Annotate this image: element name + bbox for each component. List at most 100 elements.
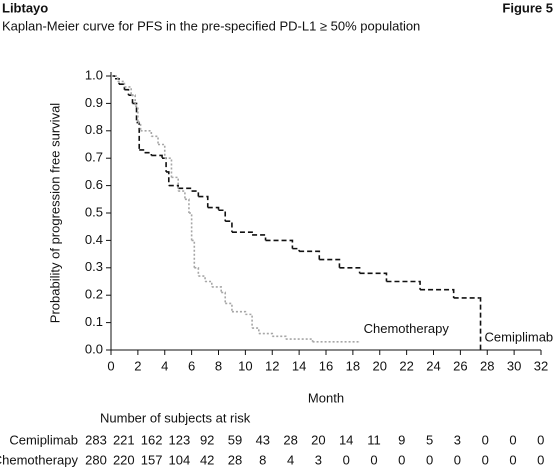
risk-count: 42	[200, 452, 214, 467]
x-axis-label: Month	[308, 390, 344, 405]
km-step	[252, 327, 260, 334]
km-step	[132, 102, 138, 123]
km-step	[205, 280, 213, 287]
km-step	[184, 198, 190, 213]
km-step	[479, 297, 482, 350]
risk-count: 3	[454, 432, 461, 447]
x-tick-label: 18	[346, 358, 360, 373]
km-step	[140, 130, 153, 137]
km-step	[164, 157, 173, 178]
y-tick-label: 0.3	[85, 259, 103, 274]
risk-count: 14	[339, 432, 353, 447]
risk-count: 3	[315, 452, 322, 467]
km-step	[131, 94, 136, 107]
risk-count: 0	[537, 452, 544, 467]
km-step	[359, 272, 388, 282]
x-tick-label: 30	[507, 358, 521, 373]
km-step	[191, 239, 196, 268]
brand: Libtayo	[2, 0, 48, 15]
km-step	[221, 291, 227, 304]
risk-count: 221	[113, 432, 135, 447]
km-step	[339, 267, 361, 274]
risk-count: 0	[482, 452, 489, 467]
km-step	[225, 220, 233, 233]
km-step	[151, 154, 163, 159]
risk-count: 0	[426, 452, 433, 467]
y-tick-label: 0.2	[85, 287, 103, 302]
km-step	[252, 234, 267, 241]
km-step	[178, 190, 186, 200]
km-step	[162, 157, 167, 172]
risk-count: 4	[287, 452, 294, 467]
km-step	[198, 275, 206, 282]
km-step	[285, 338, 314, 342]
x-tick-label: 12	[265, 358, 279, 373]
risk-row-name: Chemotherapy	[0, 452, 78, 467]
x-tick-label: 8	[215, 358, 222, 373]
risk-count: 11	[367, 432, 381, 447]
km-step	[207, 206, 220, 211]
y-tick-label: 0.8	[85, 122, 103, 137]
km-step	[265, 239, 294, 249]
km-step	[171, 176, 179, 192]
km-step	[194, 267, 200, 277]
risk-count: 123	[169, 432, 191, 447]
km-step	[245, 313, 253, 329]
risk-count: 5	[426, 432, 433, 447]
x-tick-label: 4	[161, 358, 168, 373]
km-step	[137, 121, 142, 131]
km-step	[124, 88, 130, 96]
km-step	[319, 258, 341, 268]
x-tick-label: 16	[319, 358, 333, 373]
risk-table-title: Number of subjects at risk	[100, 410, 251, 425]
figure-label: Figure 5	[502, 0, 553, 15]
km-step	[231, 310, 247, 315]
x-tick-label: 2	[134, 358, 141, 373]
km-step	[144, 151, 153, 156]
risk-count: 104	[169, 452, 191, 467]
y-tick-label: 0.1	[85, 314, 103, 329]
risk-count: 43	[256, 432, 270, 447]
risk-count: 0	[454, 452, 461, 467]
risk-row-name: Cemiplimab	[9, 432, 78, 447]
risk-count: 0	[509, 432, 516, 447]
km-step	[139, 149, 146, 153]
km-step	[218, 209, 227, 222]
km-step	[225, 302, 233, 312]
risk-count: 28	[283, 432, 297, 447]
km-step	[115, 77, 120, 85]
km-step	[178, 187, 193, 192]
x-tick-label: 24	[426, 358, 440, 373]
risk-count: 8	[259, 452, 266, 467]
risk-count: 280	[85, 452, 107, 467]
x-tick-label: 0	[107, 358, 114, 373]
risk-count: 283	[85, 432, 107, 447]
risk-count: 92	[200, 432, 214, 447]
risk-count: 0	[537, 432, 544, 447]
x-tick-label: 28	[480, 358, 494, 373]
km-step	[166, 171, 170, 186]
risk-count: 157	[141, 452, 163, 467]
km-step	[135, 105, 139, 123]
y-tick-label: 0.7	[85, 150, 103, 165]
curve-label: Cemiplimab	[485, 329, 554, 344]
km-step	[151, 135, 159, 145]
curve-label: Chemotherapy	[364, 321, 450, 336]
y-tick-label: 1.0	[85, 67, 103, 82]
km-step	[124, 86, 132, 96]
risk-count: 0	[509, 452, 516, 467]
km-step	[191, 190, 200, 197]
risk-count: 0	[370, 452, 377, 467]
x-tick-label: 10	[238, 358, 252, 373]
y-tick-label: 0.0	[85, 341, 103, 356]
y-axis-label: Probability of progression free survival	[47, 103, 62, 323]
risk-count: 220	[113, 452, 135, 467]
risk-count: 20	[311, 432, 325, 447]
km-step	[168, 184, 179, 189]
risk-count: 0	[398, 452, 405, 467]
km-step	[258, 332, 274, 337]
risk-count: 0	[482, 432, 489, 447]
km-step	[119, 83, 126, 90]
risk-count: 162	[141, 432, 163, 447]
